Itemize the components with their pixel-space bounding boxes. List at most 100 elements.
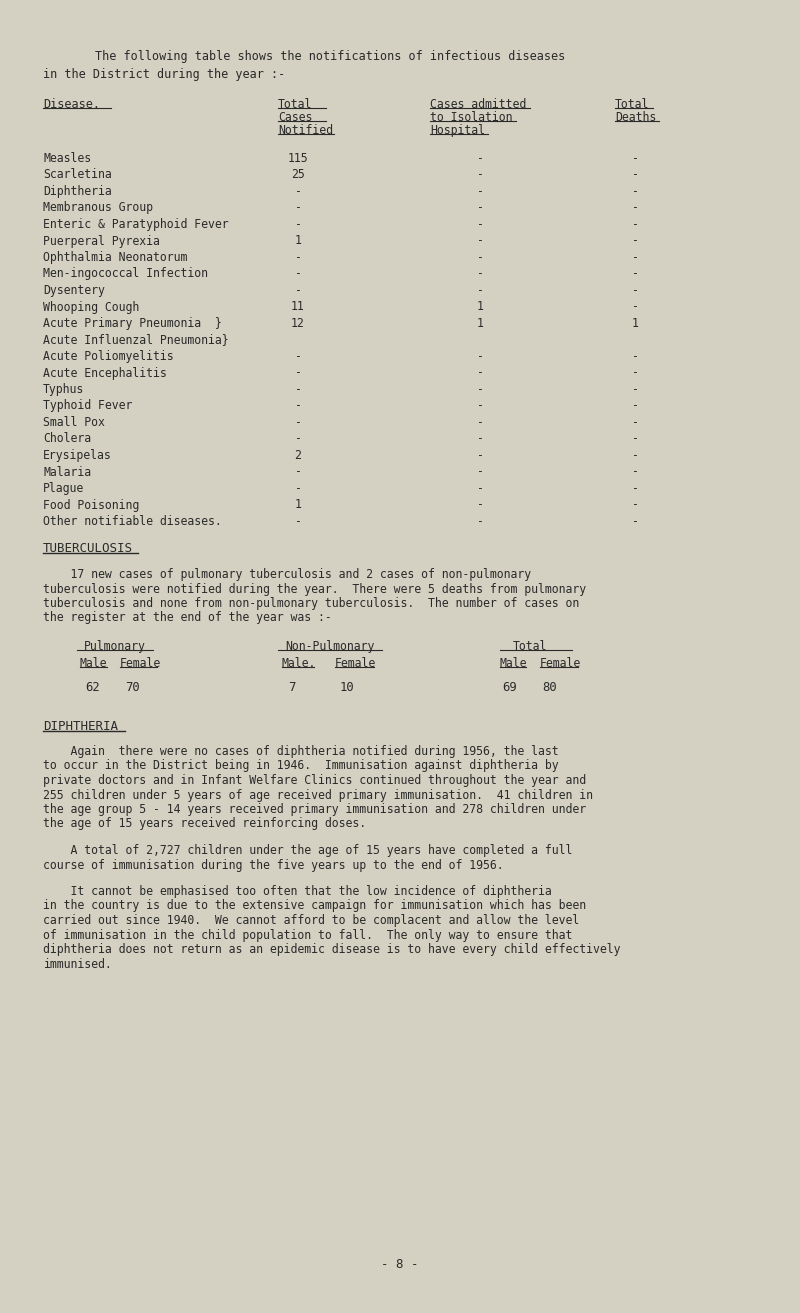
- Text: Ophthalmia Neonatorum: Ophthalmia Neonatorum: [43, 251, 187, 264]
- Text: -: -: [631, 251, 638, 264]
- Text: -: -: [477, 251, 483, 264]
- Text: -: -: [294, 466, 302, 478]
- Text: -: -: [477, 449, 483, 462]
- Text: -: -: [477, 235, 483, 247]
- Text: -: -: [477, 351, 483, 362]
- Text: Dysentery: Dysentery: [43, 284, 105, 297]
- Text: -: -: [631, 366, 638, 379]
- Text: Disease.: Disease.: [43, 98, 100, 112]
- Text: 1: 1: [477, 301, 483, 314]
- Text: -: -: [477, 284, 483, 297]
- Text: diphtheria does not return as an epidemic disease is to have every child effecti: diphtheria does not return as an epidemi…: [43, 943, 621, 956]
- Text: 70: 70: [125, 681, 140, 695]
- Text: Total: Total: [278, 98, 312, 112]
- Text: -: -: [631, 399, 638, 412]
- Text: in the country is due to the extensive campaign for immunisation which has been: in the country is due to the extensive c…: [43, 899, 586, 913]
- Text: Puerperal Pyrexia: Puerperal Pyrexia: [43, 235, 160, 247]
- Text: Hospital: Hospital: [430, 123, 485, 137]
- Text: -: -: [477, 432, 483, 445]
- Text: Acute Influenzal Pneumonia}: Acute Influenzal Pneumonia}: [43, 334, 229, 347]
- Text: -: -: [631, 449, 638, 462]
- Text: to Isolation: to Isolation: [430, 112, 513, 123]
- Text: Non-Pulmonary: Non-Pulmonary: [286, 639, 374, 653]
- Text: -: -: [631, 351, 638, 362]
- Text: -: -: [294, 351, 302, 362]
- Text: -: -: [477, 499, 483, 512]
- Text: -: -: [294, 218, 302, 231]
- Text: 1: 1: [294, 235, 302, 247]
- Text: 25: 25: [291, 168, 305, 181]
- Text: -: -: [631, 284, 638, 297]
- Text: -: -: [631, 201, 638, 214]
- Text: -: -: [477, 399, 483, 412]
- Text: -: -: [294, 416, 302, 429]
- Text: Enteric & Paratyphoid Fever: Enteric & Paratyphoid Fever: [43, 218, 229, 231]
- Text: Small Pox: Small Pox: [43, 416, 105, 429]
- Text: Total: Total: [513, 639, 547, 653]
- Text: -: -: [631, 432, 638, 445]
- Text: -: -: [477, 466, 483, 478]
- Text: -: -: [477, 152, 483, 165]
- Text: -: -: [631, 218, 638, 231]
- Text: 17 new cases of pulmonary tuberculosis and 2 cases of non-pulmonary: 17 new cases of pulmonary tuberculosis a…: [43, 569, 531, 580]
- Text: carried out since 1940.  We cannot afford to be complacent and allow the level: carried out since 1940. We cannot afford…: [43, 914, 579, 927]
- Text: 69: 69: [502, 681, 517, 695]
- Text: -: -: [477, 201, 483, 214]
- Text: private doctors and in Infant Welfare Clinics continued throughout the year and: private doctors and in Infant Welfare Cl…: [43, 773, 586, 786]
- Text: -: -: [294, 482, 302, 495]
- Text: Cholera: Cholera: [43, 432, 91, 445]
- Text: of immunisation in the child population to fall.  The only way to ensure that: of immunisation in the child population …: [43, 928, 572, 941]
- Text: -: -: [477, 416, 483, 429]
- Text: Typhus: Typhus: [43, 383, 84, 397]
- Text: -: -: [631, 499, 638, 512]
- Text: -: -: [477, 515, 483, 528]
- Text: Acute Primary Pneumonia  }: Acute Primary Pneumonia }: [43, 316, 222, 330]
- Text: course of immunisation during the five years up to the end of 1956.: course of immunisation during the five y…: [43, 859, 504, 872]
- Text: It cannot be emphasised too often that the low incidence of diphtheria: It cannot be emphasised too often that t…: [43, 885, 552, 898]
- Text: 1: 1: [631, 316, 638, 330]
- Text: -: -: [631, 152, 638, 165]
- Text: Diphtheria: Diphtheria: [43, 185, 112, 198]
- Text: -: -: [631, 268, 638, 281]
- Text: -: -: [631, 466, 638, 478]
- Text: Acute Encephalitis: Acute Encephalitis: [43, 366, 166, 379]
- Text: Men-ingococcal Infection: Men-ingococcal Infection: [43, 268, 208, 281]
- Text: The following table shows the notifications of infectious diseases: The following table shows the notificati…: [95, 50, 566, 63]
- Text: Cases: Cases: [278, 112, 312, 123]
- Text: DIPHTHERIA: DIPHTHERIA: [43, 720, 118, 733]
- Text: to occur in the District being in 1946.  Immunisation against diphtheria by: to occur in the District being in 1946. …: [43, 759, 558, 772]
- Text: 62: 62: [85, 681, 100, 695]
- Text: -: -: [631, 515, 638, 528]
- Text: - 8 -: - 8 -: [382, 1258, 418, 1271]
- Text: -: -: [477, 482, 483, 495]
- Text: Malaria: Malaria: [43, 466, 91, 478]
- Text: TUBERCULOSIS: TUBERCULOSIS: [43, 542, 133, 555]
- Text: Female: Female: [120, 656, 162, 670]
- Text: -: -: [294, 268, 302, 281]
- Text: -: -: [477, 218, 483, 231]
- Text: 1: 1: [477, 316, 483, 330]
- Text: -: -: [631, 235, 638, 247]
- Text: 1: 1: [294, 499, 302, 512]
- Text: Typhoid Fever: Typhoid Fever: [43, 399, 132, 412]
- Text: -: -: [631, 168, 638, 181]
- Text: the age of 15 years received reinforcing doses.: the age of 15 years received reinforcing…: [43, 818, 366, 831]
- Text: -: -: [477, 185, 483, 198]
- Text: -: -: [477, 268, 483, 281]
- Text: Female: Female: [335, 656, 376, 670]
- Text: Erysipelas: Erysipelas: [43, 449, 112, 462]
- Text: tuberculosis were notified during the year.  There were 5 deaths from pulmonary: tuberculosis were notified during the ye…: [43, 583, 586, 596]
- Text: -: -: [294, 399, 302, 412]
- Text: the age group 5 - 14 years received primary immunisation and 278 children under: the age group 5 - 14 years received prim…: [43, 804, 586, 815]
- Text: -: -: [631, 185, 638, 198]
- Text: -: -: [477, 383, 483, 397]
- Text: A total of 2,727 children under the age of 15 years have completed a full: A total of 2,727 children under the age …: [43, 844, 572, 857]
- Text: Total: Total: [615, 98, 650, 112]
- Text: -: -: [294, 366, 302, 379]
- Text: -: -: [631, 416, 638, 429]
- Text: Male: Male: [80, 656, 107, 670]
- Text: -: -: [477, 168, 483, 181]
- Text: Female: Female: [540, 656, 582, 670]
- Text: 7: 7: [288, 681, 295, 695]
- Text: 12: 12: [291, 316, 305, 330]
